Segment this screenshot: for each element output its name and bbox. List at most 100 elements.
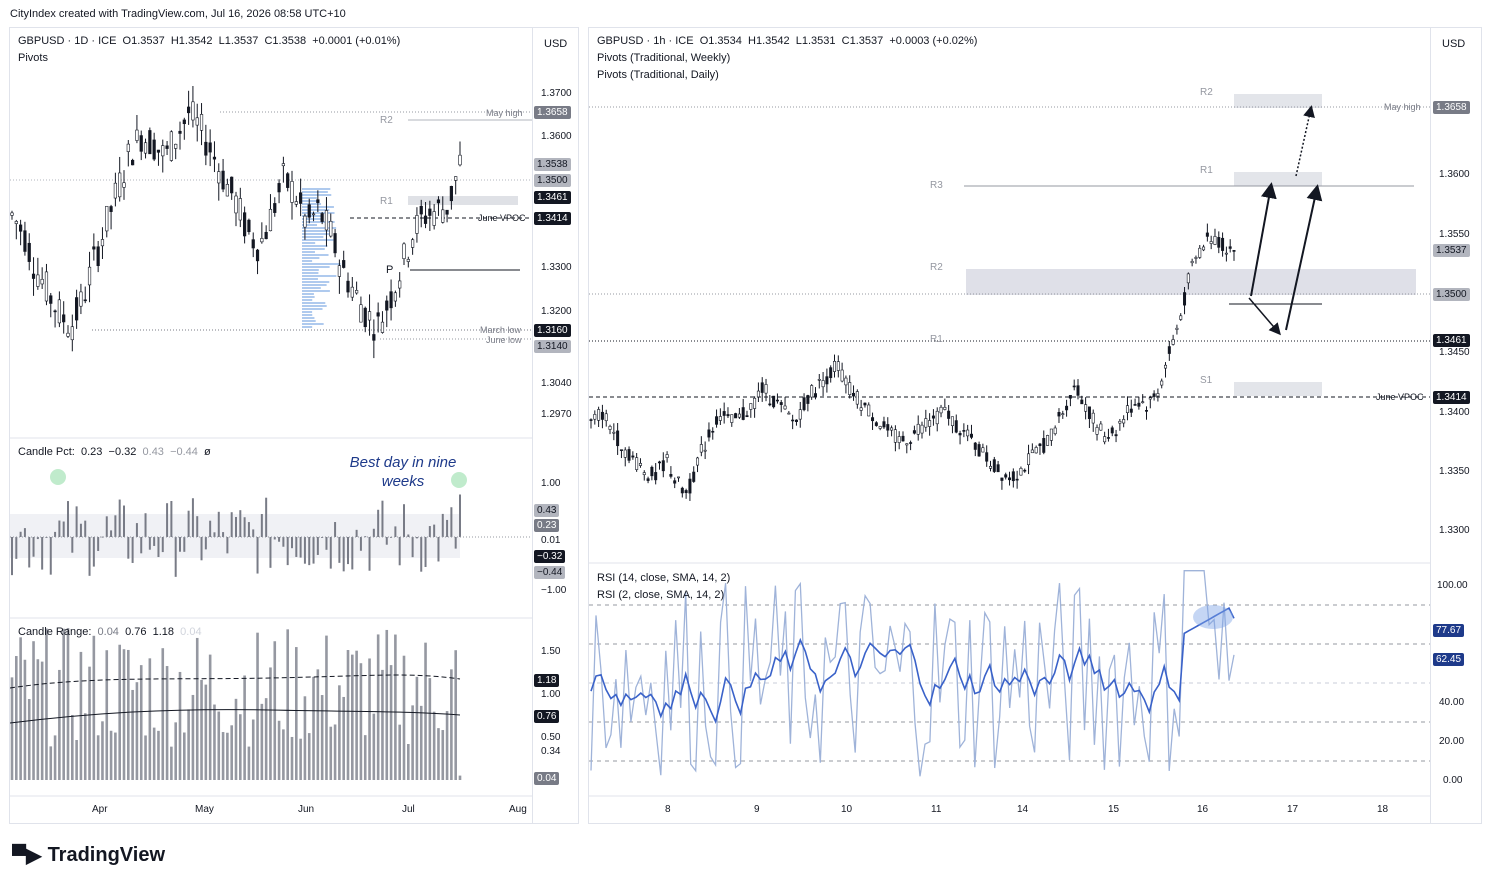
left-candle-body (303, 215, 307, 228)
pct-bar (256, 537, 259, 574)
right-close: C1.3537 (841, 35, 884, 47)
right-symbol[interactable]: GBPUSD · 1h · ICE (597, 35, 694, 47)
pct-bar (32, 537, 35, 557)
right-high: H1.3542 (748, 35, 790, 47)
candle-range-legend[interactable]: Candle Range: 0.04 0.76 1.18 0.04 (18, 626, 202, 638)
left-candle-body (273, 203, 277, 213)
range-bar (325, 635, 328, 780)
range-bar (15, 656, 18, 780)
right-candle-body (1221, 237, 1225, 251)
right-x-10: 10 (841, 804, 853, 815)
left-candle-body (118, 172, 122, 198)
pct-bar (114, 515, 117, 537)
range-bar (389, 665, 393, 780)
right-candle-body (897, 436, 901, 443)
range-bar (269, 667, 272, 780)
range-bar (200, 679, 203, 780)
left-candle-body (402, 243, 406, 259)
right-candle-body (1030, 449, 1034, 454)
left-candle-body (346, 280, 350, 293)
left-candle-body (419, 205, 423, 215)
right-candle-body (966, 429, 970, 437)
candle-range-v4: 0.04 (180, 626, 202, 638)
volume-profile-bin (302, 227, 337, 229)
pct-bar (364, 536, 367, 538)
left-candle-body (135, 129, 139, 141)
range-bar (273, 641, 277, 780)
range-bar (295, 647, 298, 780)
range-bar (398, 724, 401, 780)
left-ohlc-header: GBPUSD · 1D · ICE O1.3537 H1.3542 L1.353… (18, 35, 400, 47)
right-candle-body (1038, 443, 1042, 447)
range-bar (432, 711, 436, 780)
left-x-jul: Jul (402, 804, 415, 815)
right-candle-body (810, 385, 814, 398)
right-candle-body (916, 423, 920, 435)
volume-profile-bin (302, 200, 319, 202)
pct-bar (235, 516, 237, 537)
candle-pct-bars (10, 494, 461, 577)
candle-pct-legend[interactable]: Candle Pct: 0.23 −0.32 0.43 −0.44 ø (18, 446, 211, 458)
tradingview-logo[interactable]: ▀▶ TradingView (12, 843, 165, 868)
rsi-14-legend[interactable]: RSI (14, close, SMA, 14, 2) (597, 572, 731, 584)
left-candle-body (44, 271, 49, 302)
right-candle-body (928, 420, 932, 427)
pct-bar (407, 534, 410, 537)
pct-bar (200, 537, 203, 561)
pct-bar (278, 537, 281, 542)
right-currency[interactable]: USD (1442, 38, 1466, 50)
pct-bar (140, 537, 143, 554)
right-candle-body (882, 421, 886, 428)
left-candle-body (243, 212, 247, 237)
right-open: O1.3534 (699, 35, 742, 47)
pct-bar (62, 521, 65, 537)
right-pivot-r1-label: R1 (930, 334, 943, 345)
rsi-2-legend[interactable]: RSI (2, close, SMA, 14, 2) (597, 589, 725, 601)
left-candle-body (92, 246, 96, 250)
pct-bar (118, 499, 121, 537)
pct-bar (303, 537, 306, 564)
right-x-18: 18 (1377, 804, 1389, 815)
left-symbol[interactable]: GBPUSD · 1D · ICE (18, 35, 117, 47)
range-bar (152, 727, 156, 780)
right-candle-body (741, 407, 745, 420)
right-candle-body (1011, 471, 1015, 482)
left-indicator-pivots[interactable]: Pivots (18, 52, 48, 64)
right-candle-body (798, 409, 802, 420)
range-bar (118, 644, 121, 780)
volume-profile-bin (302, 320, 316, 322)
right-candle-body (764, 384, 768, 394)
right-s1-daily-zone (1234, 382, 1322, 396)
right-candle-body (836, 361, 840, 371)
right-candle-body (604, 413, 608, 422)
pct-bar (385, 537, 388, 545)
right-indicator-weekly[interactable]: Pivots (Traditional, Weekly) (597, 52, 731, 64)
left-candle-body (260, 238, 264, 243)
right-candle-body (988, 465, 992, 469)
left-candle-body (212, 156, 217, 160)
pct-bar (97, 537, 100, 551)
range-ma-upper (10, 674, 461, 689)
pct-bar (368, 537, 371, 571)
range-bar (329, 726, 333, 780)
right-candle-body (920, 424, 924, 434)
right-candle-body (600, 411, 604, 420)
left-high: H1.3542 (170, 35, 213, 47)
left-candle-body (165, 145, 169, 149)
pct-tag-023: 0.23 (534, 519, 560, 532)
left-note-may-high: May high (486, 108, 523, 118)
right-candle-body (890, 427, 894, 431)
pct-bar (252, 529, 255, 537)
left-currency[interactable]: USD (544, 38, 568, 50)
volume-profile-bin (302, 230, 330, 232)
pct-bar (123, 505, 125, 537)
right-indicator-daily[interactable]: Pivots (Traditional, Daily) (597, 69, 719, 81)
volume-profile-bin (302, 209, 330, 211)
right-candle-body (734, 413, 738, 419)
right-candle-body (677, 476, 681, 479)
right-candle-body (1129, 408, 1133, 413)
pct-bar (183, 537, 186, 552)
pct-bar (67, 501, 69, 537)
right-candle-body (1072, 385, 1076, 388)
volume-profile-bin (302, 242, 316, 244)
